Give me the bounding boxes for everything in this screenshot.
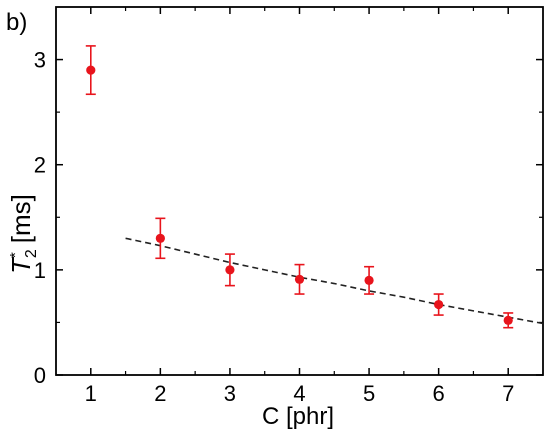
x-axis-title: C [phr]: [262, 403, 334, 430]
data-point: [155, 233, 165, 243]
y-axis-title-unit: [ms]: [6, 194, 36, 243]
data-point: [86, 65, 96, 75]
y-tick-label: 0: [34, 363, 46, 388]
plot-area: 1 2 3 4 5 6 7 0 1 2 3: [34, 6, 544, 406]
x-tick-label: 2: [154, 381, 166, 406]
panel-label: b): [6, 9, 27, 36]
x-tick-label: 4: [293, 381, 305, 406]
y-axis-title-superscript: *: [7, 252, 24, 258]
data-point: [434, 299, 444, 310]
y-axis-title-symbol: T: [6, 256, 36, 274]
x-tick-label: 3: [224, 381, 236, 406]
y-axis-title-subscript: 2: [23, 249, 40, 258]
x-tick-label: 5: [363, 381, 375, 406]
plot-frame: [55, 6, 544, 376]
x-tick-label: 1: [85, 381, 97, 406]
data-point: [225, 265, 235, 275]
y-tick-label: 3: [34, 48, 46, 73]
y-tick-label: 1: [34, 258, 46, 283]
y-axis-title: T*2 [ms]: [6, 194, 40, 274]
data-point: [294, 274, 305, 284]
data-point: [364, 275, 374, 285]
y-tick-label: 2: [34, 153, 46, 178]
fit-line: [125, 237, 544, 325]
x-tick-label: 7: [502, 381, 514, 406]
data-point: [503, 315, 513, 325]
x-tick-label: 6: [433, 381, 445, 406]
